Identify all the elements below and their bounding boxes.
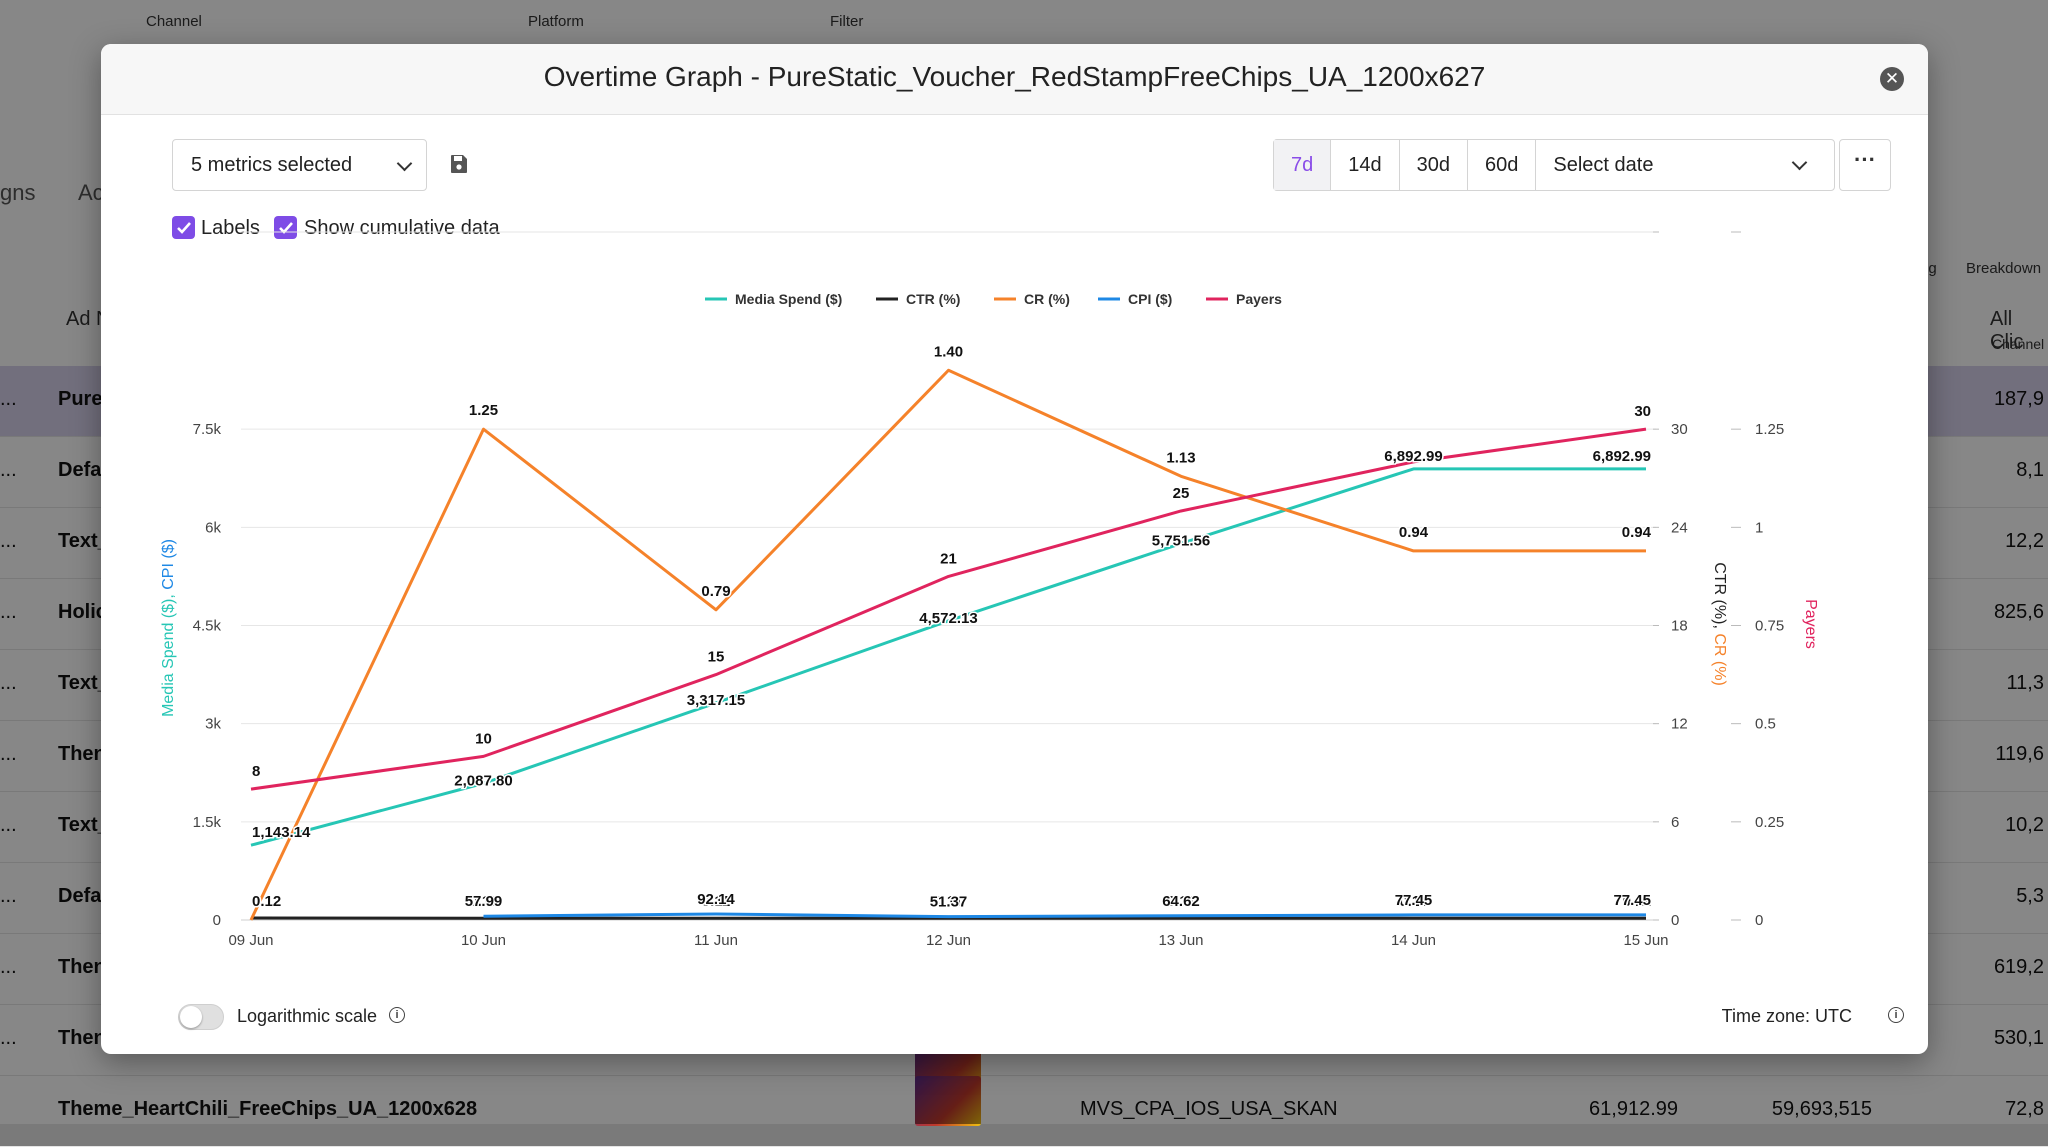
x-axis-tick-label: 11 Jun [694,932,738,949]
data-label: 0.94 [1622,524,1652,541]
data-label: 21 [940,550,957,567]
y-axis-tick-label: 1.5k [193,814,222,831]
ctr-axis-tick-label: 18 [1671,618,1688,635]
data-label: 77.45 [1395,892,1433,909]
cr-axis-tick-label: 0.25 [1755,814,1784,831]
data-label: 10 [475,730,492,747]
log-scale-label: Logarithmic scale [237,1006,377,1027]
x-axis-tick-label: 13 Jun [1158,932,1203,949]
data-label: 6,892.99 [1593,448,1651,465]
y-axis-tick-label: 6k [205,519,221,536]
y-axis-tick-label: 3k [205,716,221,733]
x-axis-tick-label: 14 Jun [1391,932,1436,949]
data-label: 6,892.99 [1384,448,1442,465]
data-label: 2,087.80 [454,772,512,789]
x-axis-tick-label: 12 Jun [926,932,971,949]
timezone-label: Time zone: UTC [1722,1006,1852,1027]
data-label: 1.25 [469,402,498,419]
data-label: 3,317.15 [687,692,745,709]
legend-entry: Media Spend ($) [735,291,842,307]
right-axis-title: CTR (%), CR (%) [1711,562,1728,686]
cr-axis-tick-label: 0.5 [1755,716,1776,733]
legend-entry: Payers [1236,291,1282,307]
left-axis-title: Media Spend ($), CPI ($) [160,539,177,717]
y-axis-tick-label: 0 [213,912,221,929]
info-icon[interactable]: i [1888,1007,1904,1023]
data-label: 1,143.14 [252,824,311,841]
data-label: 5,751.56 [1152,533,1210,550]
y-axis-tick-label: 4.5k [193,618,222,635]
data-label: 0.79 [701,583,730,600]
ctr-axis-tick-label: 12 [1671,716,1688,733]
ctr-axis-tick-label: 0 [1671,912,1679,929]
overtime-graph-modal: Overtime Graph - PureStatic_Voucher_RedS… [101,44,1928,1054]
data-label: 25 [1173,485,1190,502]
legend-entry: CTR (%) [906,291,960,307]
toggle-knob [180,1006,202,1028]
ctr-axis-tick-label: 24 [1671,519,1688,536]
x-axis-tick-label: 10 Jun [461,932,506,949]
data-label: 0.94 [1399,524,1429,541]
info-icon[interactable]: i [389,1007,405,1023]
data-label: 30 [1634,403,1651,420]
overtime-line-chart: 01.5k3k4.5k6k7.5k061218243000.250.50.751… [101,44,1928,984]
cr-axis-tick-label: 0.75 [1755,618,1784,635]
data-label: 77.45 [1613,892,1651,909]
series-line [484,914,1647,917]
ctr-axis-tick-label: 6 [1671,814,1679,831]
cr-axis-tick-label: 1 [1755,519,1763,536]
x-axis-tick-label: 09 Jun [228,932,273,949]
data-label: 8 [252,763,260,780]
cr-axis-tick-label: 0 [1755,912,1763,929]
log-scale-toggle[interactable] [178,1004,224,1030]
data-label: 64.62 [1162,893,1200,910]
data-label: 1.40 [934,343,963,360]
data-label: 1.13 [1166,449,1195,466]
legend-entry: CPI ($) [1128,291,1172,307]
cr-axis-tick-label: 1.25 [1755,421,1784,438]
data-label: 15 [708,649,725,666]
ctr-axis-tick-label: 30 [1671,421,1688,438]
data-label: 57.99 [465,893,503,910]
data-label: 51.37 [930,894,968,911]
y-axis-tick-label: 7.5k [193,421,222,438]
legend-entry: CR (%) [1024,291,1070,307]
x-axis-tick-label: 15 Jun [1623,932,1668,949]
payers-axis-title: Payers [1802,599,1819,649]
data-label: 92.14 [697,891,735,908]
data-label: 4,572.13 [919,610,977,627]
data-label: 0 [252,893,260,910]
